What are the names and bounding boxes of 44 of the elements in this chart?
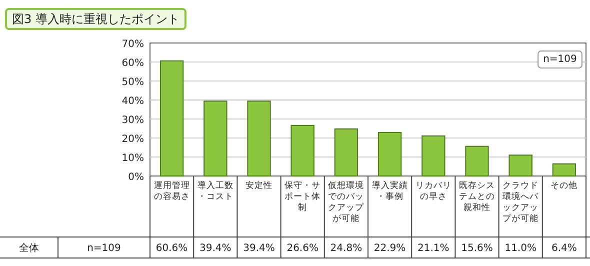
y-tick-label: 40% — [122, 96, 144, 107]
x-tick-label: クラウド環境へバックアップが可能 — [502, 181, 540, 224]
data-label: 60.6% — [156, 243, 188, 254]
annotation: n=109 — [543, 54, 577, 65]
y-tick-label: 70% — [122, 39, 144, 50]
data-label: 24.8% — [330, 243, 362, 254]
data-label: 11.0% — [504, 243, 536, 254]
y-tick-label: 20% — [122, 134, 144, 145]
text: 全体 — [19, 242, 39, 254]
bar — [552, 163, 576, 176]
bar — [160, 60, 184, 176]
x-tick-label: 安定性 — [246, 180, 272, 191]
x-tick-label: 運用管理の容易さ — [154, 180, 190, 202]
bar — [465, 146, 489, 176]
note: n=109 — [538, 50, 582, 68]
y-tick-label: 60% — [122, 58, 144, 69]
data-label: 6.4% — [551, 243, 577, 254]
bar — [290, 124, 314, 176]
data-label: 39.4% — [243, 243, 275, 254]
bar — [508, 154, 532, 176]
y-tick-label: 30% — [122, 115, 144, 126]
title: 図3 導入時に重視したポイント — [5, 8, 186, 30]
bar — [204, 100, 228, 176]
data-label: 15.6% — [461, 243, 493, 254]
data-label: 39.4% — [200, 243, 232, 254]
x-tick-label: 保守・サポート体制 — [284, 180, 321, 213]
x-tick-label: 既存システムとの親和性 — [459, 180, 495, 213]
y-tick-label: 50% — [122, 77, 144, 88]
x-tick-label: 仮想環境でのバックアップが可能 — [328, 180, 366, 224]
y-tick-label: 10% — [122, 153, 144, 164]
data-label: 21.1% — [418, 243, 450, 254]
data-label: 22.9% — [374, 243, 406, 254]
y-tick-label: 0% — [128, 172, 144, 183]
chart-title: 図3 導入時に重視したポイント — [12, 12, 180, 26]
x-tick-label: リカバリの早さ — [415, 181, 452, 202]
bar — [378, 132, 402, 176]
bar — [422, 135, 446, 176]
bar — [247, 100, 271, 176]
text: n=109 — [87, 243, 121, 254]
bar — [334, 128, 358, 176]
x-tick-label: その他 — [550, 180, 578, 191]
x-tick-label: 導入実績・事例 — [372, 180, 408, 202]
data-label: 26.6% — [286, 243, 318, 254]
x-tick-label: 導入工数・コスト — [197, 180, 234, 202]
